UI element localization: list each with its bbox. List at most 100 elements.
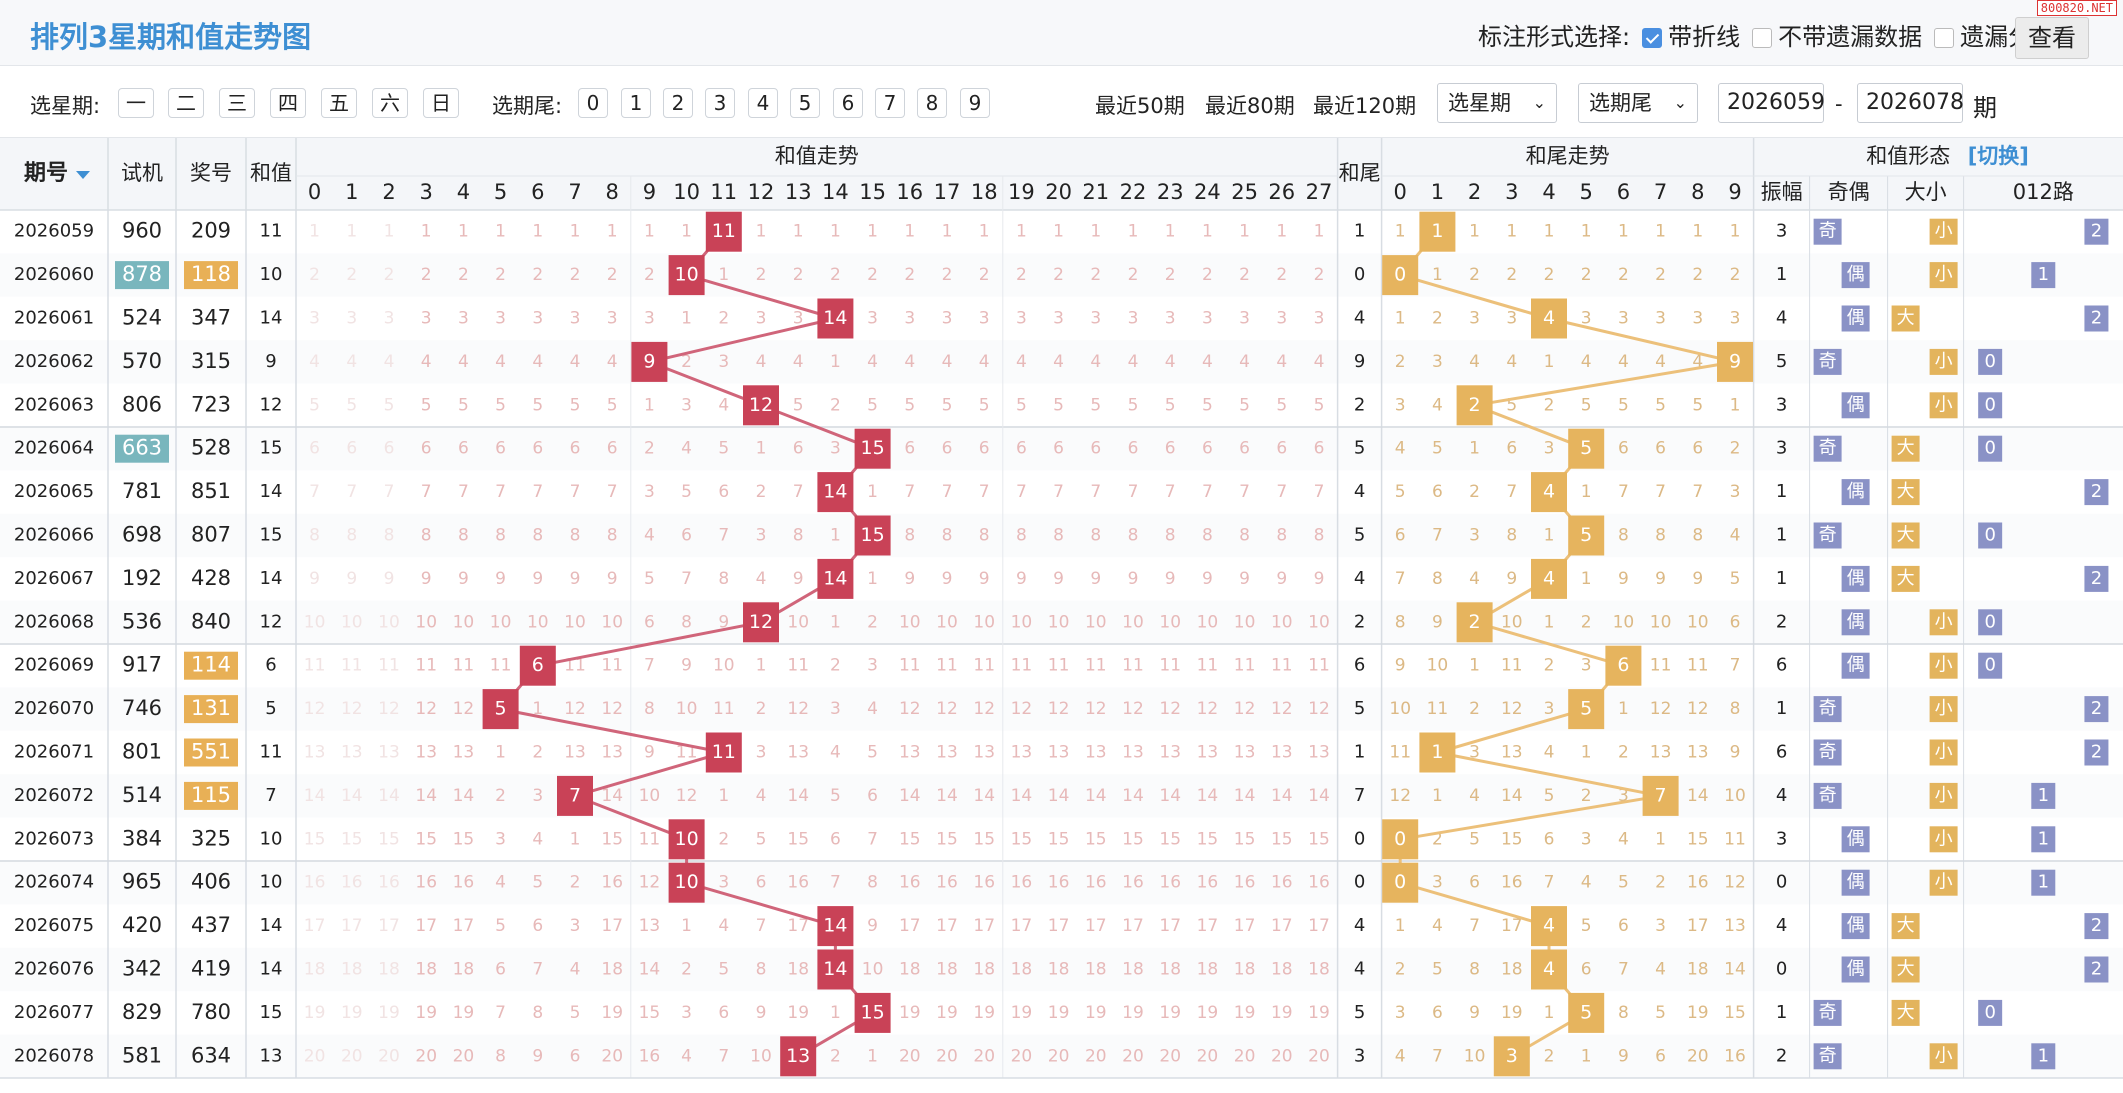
sum-omission: 20 <box>341 1046 363 1066</box>
sum-omission: 10 <box>899 612 921 632</box>
tail-omission: 3 <box>1618 786 1629 806</box>
weekday-chip-sat[interactable]: 六 <box>372 88 408 118</box>
sum-omission: 5 <box>570 1003 581 1023</box>
tail-chip-4[interactable]: 4 <box>748 88 778 118</box>
recent-120-link[interactable]: 最近120期 <box>1313 94 1417 118</box>
table-row <box>0 991 2123 1035</box>
weekday-chip-sun[interactable]: 日 <box>423 88 459 118</box>
r012-value: 0 <box>1984 394 1995 415</box>
sum-omission: 16 <box>1122 873 1144 893</box>
sum-omission: 11 <box>1271 656 1293 676</box>
bs-badge <box>1929 652 1958 679</box>
sum-omission: 19 <box>453 1003 475 1023</box>
checkbox-icon[interactable] <box>1752 28 1773 48</box>
sum-omission: 10 <box>639 786 661 806</box>
sum-omission: 19 <box>304 1003 326 1023</box>
sum-omission: 9 <box>904 569 915 589</box>
tail-chip-6[interactable]: 6 <box>833 88 863 118</box>
issue-from-input[interactable]: 2026059 <box>1718 83 1825 123</box>
tail-omission: 19 <box>1687 1003 1709 1023</box>
amp-value: 0 <box>1776 872 1787 893</box>
sum-omission: 7 <box>1202 482 1213 502</box>
r012-value: 1 <box>2038 828 2049 849</box>
tail-ball <box>1531 472 1567 513</box>
tail-chip-0[interactable]: 0 <box>578 88 608 118</box>
draw-number: 780 <box>191 1000 231 1024</box>
test-number: 965 <box>122 870 162 894</box>
tail-label: 选期尾: <box>492 94 563 118</box>
sum-omission: 2 <box>1053 265 1064 285</box>
tail-omission: 1 <box>1544 612 1555 632</box>
issue-number: 2026067 <box>14 568 94 589</box>
sum-ball-label: 14 <box>823 481 847 503</box>
tail-value: 9 <box>1354 351 1365 372</box>
weekday-chip-thu[interactable]: 四 <box>270 88 306 118</box>
tail-omission: 12 <box>1650 699 1672 719</box>
r012-value: 2 <box>2091 221 2102 242</box>
recent-80-link[interactable]: 最近80期 <box>1205 94 1295 118</box>
sum-omission: 1 <box>1053 222 1064 242</box>
tail-omission: 6 <box>1655 1046 1666 1066</box>
weekday-chip-fri[interactable]: 五 <box>321 88 357 118</box>
sum-omission: 15 <box>304 829 326 849</box>
sort-desc-icon[interactable] <box>76 171 90 179</box>
sum-ball-label: 15 <box>861 524 885 546</box>
weekday-chip-tue[interactable]: 二 <box>168 88 204 118</box>
sum-ball <box>854 515 891 556</box>
tail-ball <box>1568 689 1605 730</box>
tail-chip-5[interactable]: 5 <box>790 88 820 118</box>
sum-omission: 8 <box>1016 526 1027 546</box>
checkbox-checked-icon[interactable] <box>1642 28 1663 48</box>
tail-chip-3[interactable]: 3 <box>705 88 735 118</box>
sum-omission: 4 <box>607 352 618 372</box>
sum-omission: 13 <box>378 743 400 763</box>
sum-omission: 16 <box>1197 873 1219 893</box>
opt-line-checkbox[interactable]: 带折线 <box>1642 17 1740 52</box>
sum-omission: 11 <box>378 656 400 676</box>
switch-link[interactable]: [切换] <box>1968 144 2029 168</box>
sum-omission: 6 <box>1314 439 1325 459</box>
sum-omission: 8 <box>1202 526 1213 546</box>
test-number: 536 <box>122 609 162 633</box>
sum-omission: 18 <box>1048 960 1070 980</box>
oe-badge <box>1813 348 1842 375</box>
sum-omission: 6 <box>384 439 395 459</box>
tail-omission: 14 <box>1501 786 1523 806</box>
recent-50-link[interactable]: 最近50期 <box>1095 94 1185 118</box>
opt-nomiss-checkbox[interactable]: 不带遗漏数据 <box>1752 17 1922 52</box>
table-row <box>0 340 2123 384</box>
col-header-issue[interactable]: 期号 <box>24 161 68 186</box>
weekday-chip-mon[interactable]: 一 <box>118 88 154 118</box>
tail-chip-7[interactable]: 7 <box>875 88 905 118</box>
sum-omission: 3 <box>532 309 543 329</box>
oe-badge <box>1841 652 1870 679</box>
issue-to-input[interactable]: 2026078 <box>1857 83 1964 123</box>
checkbox-icon[interactable] <box>1934 28 1955 48</box>
tail-chip-9[interactable]: 9 <box>960 88 990 118</box>
sum-omission: 4 <box>532 829 543 849</box>
tail-omission: 8 <box>1692 526 1703 546</box>
weekday-chip-wed[interactable]: 三 <box>219 88 255 118</box>
amp-value: 3 <box>1776 438 1787 459</box>
sum-omission: 7 <box>1090 482 1101 502</box>
sum-omission: 8 <box>495 1046 506 1066</box>
sum-value: 15 <box>260 1002 283 1023</box>
tail-omission: 1 <box>1692 222 1703 242</box>
select-tail-dropdown[interactable]: 选期尾 ⌄ <box>1578 83 1698 123</box>
tail-omission: 6 <box>1395 526 1406 546</box>
sum-omission: 1 <box>979 222 990 242</box>
r012-badge <box>2084 913 2109 940</box>
amp-value: 3 <box>1776 394 1787 415</box>
sum-omission: 7 <box>1239 482 1250 502</box>
select-weekday-dropdown[interactable]: 选星期 ⌄ <box>1437 83 1557 123</box>
oe-value: 奇 <box>1819 1002 1837 1023</box>
tail-chip-1[interactable]: 1 <box>621 88 651 118</box>
tail-chip-2[interactable]: 2 <box>663 88 693 118</box>
sum-omission: 4 <box>718 916 729 936</box>
sum-value: 14 <box>260 959 283 980</box>
tail-chip-8[interactable]: 8 <box>917 88 947 118</box>
tail-ball <box>1605 645 1642 686</box>
tail-omission: 5 <box>1432 439 1443 459</box>
query-button[interactable]: 查看 <box>2015 17 2089 59</box>
